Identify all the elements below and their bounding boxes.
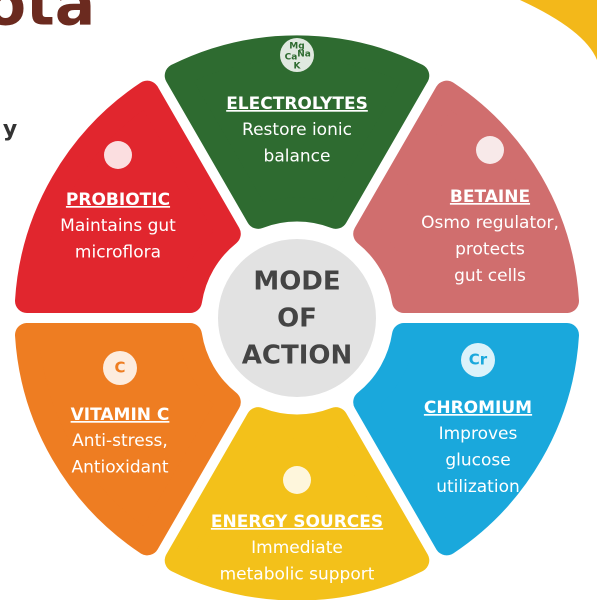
petal-title: PROBIOTIC [66, 190, 170, 210]
center-text: OF [277, 304, 317, 334]
center-text: ACTION [242, 341, 352, 371]
icon-bg [103, 351, 137, 385]
center-text: MODE [253, 267, 340, 297]
partial-text: y [3, 117, 17, 142]
petal-text: utilization [436, 477, 520, 497]
petal-text: Immediate [251, 538, 343, 558]
icon-label: Na [297, 50, 311, 60]
icon-bg [104, 141, 132, 169]
petal-text: glucose [445, 451, 510, 471]
center-circle [212, 233, 382, 403]
petal [15, 80, 241, 313]
petal-text: microflora [75, 243, 161, 263]
petal [164, 35, 430, 229]
petal-title: BETAINE [450, 187, 530, 207]
icon-bg [283, 466, 311, 494]
icon-label: C [114, 359, 125, 377]
petal [353, 323, 579, 556]
icon-label: K [294, 62, 302, 72]
icon-label: Cr [469, 351, 488, 369]
icon-label: Mg [289, 42, 304, 52]
petal-text: Antioxidant [71, 458, 168, 478]
petal-text: metabolic support [220, 565, 375, 585]
partial-title: ota [0, 0, 95, 40]
petal-title: ELECTROLYTES [226, 94, 368, 114]
petal-title: ENERGY SOURCES [211, 512, 383, 532]
petal-text: Maintains gut [60, 216, 176, 236]
icon-label: Ca [285, 53, 298, 63]
petal-title: CHROMIUM [424, 398, 532, 418]
petal [164, 407, 430, 600]
icon-bg [476, 136, 504, 164]
petal-text: gut cells [454, 266, 526, 286]
petal-text: balance [264, 147, 331, 167]
petal-text: Restore ionic [242, 120, 352, 140]
petal-text: Osmo regulator, [421, 213, 559, 233]
petal-text: Improves [439, 424, 518, 444]
petal [353, 80, 579, 313]
icon-bg [280, 38, 314, 72]
petal-title: VITAMIN C [71, 405, 170, 425]
petal-text: Anti-stress, [72, 431, 168, 451]
petal-text: protects [455, 240, 525, 260]
icon-bg [461, 343, 495, 377]
petal [15, 323, 241, 556]
corner-arc [520, 0, 597, 60]
